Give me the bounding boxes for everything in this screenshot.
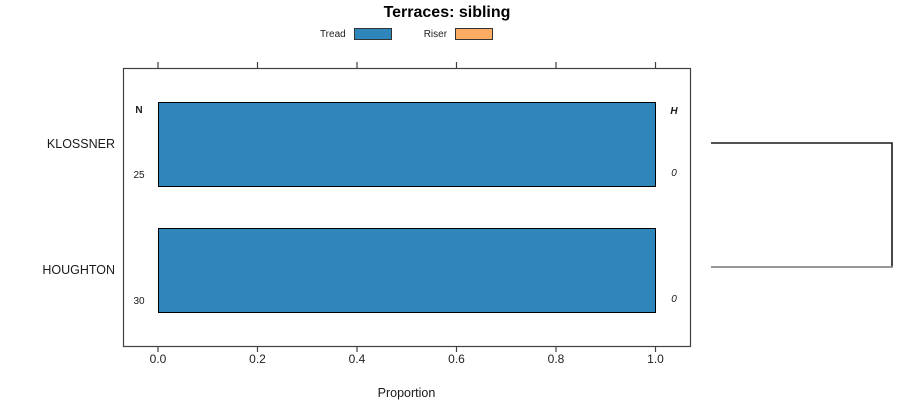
legend-item-tread: Tread xyxy=(320,28,392,40)
x-tick-label: 0.2 xyxy=(249,352,266,366)
x-tick-label: 0.0 xyxy=(149,352,167,366)
annotation-h-value: 0 xyxy=(671,294,677,305)
x-tick-label: 0.4 xyxy=(348,352,366,366)
y-category-label: KLOSSNER xyxy=(46,136,115,151)
x-tick-label: 0.6 xyxy=(448,352,465,366)
dendrogram-branch-klossner xyxy=(711,142,893,267)
tread-color-swatch xyxy=(353,28,392,40)
annotation-n-value: 25 xyxy=(133,170,145,181)
annotation-h-header: H xyxy=(670,106,678,117)
x-tick-label: 1.0 xyxy=(647,352,664,366)
riser-color-swatch xyxy=(455,28,494,40)
annotation-n-value: 30 xyxy=(133,296,145,307)
legend-item-riser: Riser xyxy=(423,28,494,40)
x-tick-label: 0.8 xyxy=(547,352,565,366)
annotation-n-header: N xyxy=(135,105,143,116)
legend: Tread Riser xyxy=(123,26,690,42)
bar-tread-klossner xyxy=(158,102,656,187)
chart-title: Terraces: sibling xyxy=(383,4,511,21)
legend-label-tread: Tread xyxy=(319,28,346,40)
x-axis-title: Proportion xyxy=(377,386,436,400)
annotation-h-value: 0 xyxy=(671,168,677,179)
y-category-label: HOUGHTON xyxy=(42,262,115,277)
legend-label-riser: Riser xyxy=(423,28,448,40)
bar-tread-houghton xyxy=(158,228,656,313)
